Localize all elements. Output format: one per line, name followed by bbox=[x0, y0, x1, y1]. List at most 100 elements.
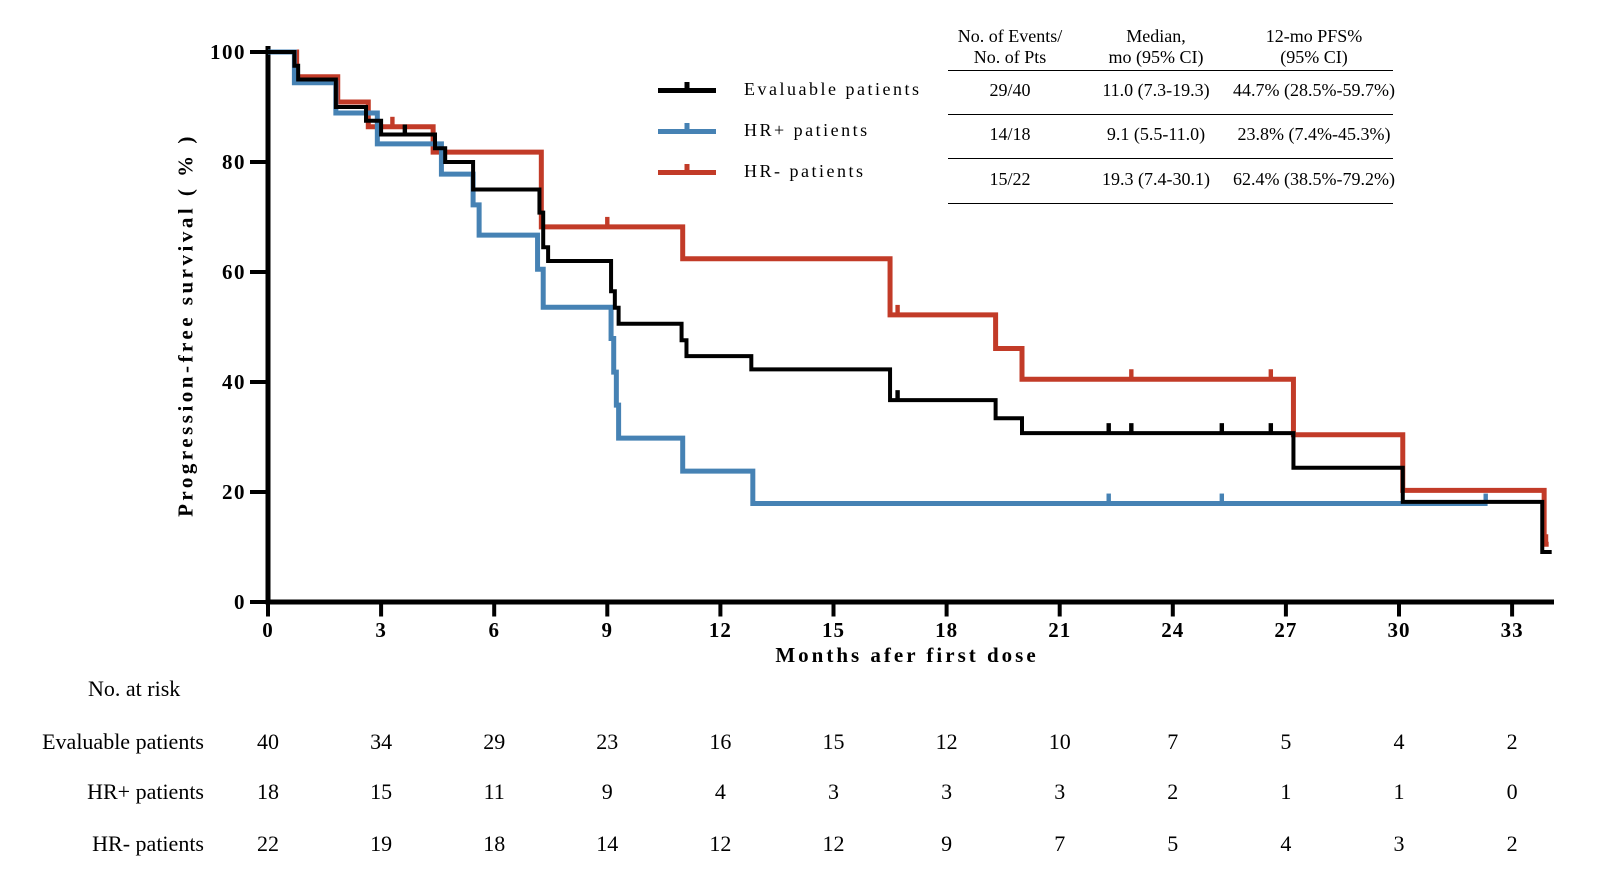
censor-mark bbox=[1219, 423, 1225, 434]
censor-mark bbox=[402, 124, 408, 135]
survival-curve-evaluable-patients bbox=[268, 50, 1552, 554]
at-risk-value: 15 bbox=[822, 729, 845, 754]
at-risk-value: 5 bbox=[1280, 729, 1292, 754]
at-risk-value: 2 bbox=[1506, 831, 1518, 856]
stats-cell: 9.1 (5.5-11.0) bbox=[1106, 124, 1206, 144]
stats-header-events: No. of Events/ No. of Pts bbox=[958, 26, 1062, 68]
at-risk-value: 4 bbox=[1393, 729, 1405, 754]
censor-tick-icon bbox=[684, 164, 690, 174]
at-risk-value: 29 bbox=[483, 729, 506, 754]
at-risk-row-label: HR- patients bbox=[92, 831, 204, 856]
censor-tick-icon bbox=[684, 123, 690, 133]
y-tick-label: 80 bbox=[222, 150, 246, 174]
stats-cell: 14/18 bbox=[989, 124, 1031, 144]
censor-mark bbox=[1483, 493, 1488, 504]
x-tick-label: 6 bbox=[488, 618, 500, 642]
censor-mark bbox=[1106, 423, 1111, 434]
at-risk-row-label: HR+ patients bbox=[87, 779, 204, 804]
legend-line-icon bbox=[658, 123, 716, 134]
at-risk-value: 9 bbox=[601, 779, 613, 804]
stats-header-pfs: 12-mo PFS% (95% CI) bbox=[1266, 26, 1363, 68]
at-risk-value: 12 bbox=[822, 831, 845, 856]
at-risk-value: 16 bbox=[709, 729, 732, 754]
censor-mark bbox=[1129, 423, 1134, 434]
at-risk-value: 15 bbox=[370, 779, 393, 804]
x-tick-label: 27 bbox=[1274, 618, 1298, 642]
at-risk-value: 7 bbox=[1054, 831, 1066, 856]
legend-label-hr-plus: HR+ patients bbox=[744, 120, 870, 140]
x-tick-label: 15 bbox=[822, 618, 845, 642]
censor-mark bbox=[1268, 369, 1274, 380]
censor-mark bbox=[1129, 369, 1134, 380]
censor-mark bbox=[390, 116, 395, 127]
at-risk-value: 4 bbox=[1280, 831, 1292, 856]
survival-curve-hr-patients bbox=[268, 49, 1488, 507]
x-tick-label: 21 bbox=[1048, 618, 1072, 642]
stats-cell: 11.0 (7.3-19.3) bbox=[1102, 80, 1210, 100]
at-risk-value: 22 bbox=[257, 831, 279, 856]
at-risk-value: 23 bbox=[596, 729, 619, 754]
x-tick-label: 12 bbox=[708, 618, 732, 642]
censor-tick-icon bbox=[684, 82, 690, 92]
censor-mark bbox=[1219, 493, 1225, 504]
table-rule bbox=[948, 203, 1393, 204]
at-risk-value: 12 bbox=[709, 831, 732, 856]
at-risk-value: 3 bbox=[1393, 831, 1405, 856]
stats-cell: 23.8% (7.4%-45.3%) bbox=[1237, 124, 1391, 144]
stats-table: No. of Events/ No. of Pts Median, mo (95… bbox=[915, 22, 1410, 212]
survival-curve-hr-patients bbox=[268, 49, 1549, 547]
legend-label-hr-minus: HR- patients bbox=[744, 161, 866, 181]
stats-header-line: 12-mo PFS% bbox=[1265, 26, 1363, 46]
stats-header-line: No. of Events/ bbox=[957, 26, 1063, 46]
stats-cell: 29/40 bbox=[989, 80, 1031, 100]
stats-header-line: (95% CI) bbox=[1280, 47, 1348, 67]
y-tick-label: 60 bbox=[222, 260, 246, 284]
at-risk-value: 2 bbox=[1506, 729, 1518, 754]
at-risk-value: 3 bbox=[828, 779, 839, 804]
stats-cell: 44.7% (28.5%-59.7%) bbox=[1233, 80, 1395, 100]
at-risk-value: 7 bbox=[1167, 729, 1179, 754]
at-risk-value: 3 bbox=[941, 779, 953, 804]
at-risk-value: 11 bbox=[483, 779, 505, 804]
y-tick-label: 40 bbox=[222, 370, 246, 394]
at-risk-value: 0 bbox=[1506, 779, 1518, 804]
at-risk-value: 18 bbox=[257, 779, 279, 804]
at-risk-value: 40 bbox=[257, 729, 279, 754]
censor-mark bbox=[895, 304, 900, 315]
table-rule bbox=[948, 158, 1393, 159]
y-tick-label: 100 bbox=[210, 40, 246, 64]
stats-cell: 62.4% (38.5%-79.2%) bbox=[1233, 169, 1395, 189]
stats-header-median: Median, mo (95% CI) bbox=[1109, 26, 1204, 68]
legend-line-icon bbox=[658, 164, 716, 175]
at-risk-value: 3 bbox=[1054, 779, 1066, 804]
censor-mark bbox=[1106, 493, 1111, 504]
at-risk-value: 4 bbox=[714, 779, 726, 804]
censor-mark bbox=[1543, 534, 1549, 545]
x-tick-label: 0 bbox=[262, 618, 274, 642]
at-risk-value: 10 bbox=[1048, 729, 1071, 754]
at-risk-title: No. at risk bbox=[88, 676, 181, 701]
at-risk-value: 1 bbox=[1280, 779, 1292, 804]
at-risk-value: 12 bbox=[935, 729, 958, 754]
at-risk-value: 1 bbox=[1393, 779, 1405, 804]
censor-mark bbox=[1268, 423, 1274, 434]
y-axis-title: Progression-free survival ( % ) bbox=[173, 133, 198, 517]
table-rule bbox=[948, 114, 1393, 115]
x-tick-label: 18 bbox=[935, 618, 959, 642]
y-tick-label: 20 bbox=[222, 480, 246, 504]
censor-mark bbox=[605, 216, 610, 227]
at-risk-value: 14 bbox=[596, 831, 619, 856]
stats-header-line: No. of Pts bbox=[973, 47, 1047, 67]
censor-mark bbox=[895, 390, 900, 401]
x-tick-label: 24 bbox=[1161, 618, 1185, 642]
stats-cell: 19.3 (7.4-30.1) bbox=[1102, 169, 1210, 189]
at-risk-row-label: Evaluable patients bbox=[42, 729, 204, 754]
at-risk-value: 9 bbox=[941, 831, 953, 856]
at-risk-value: 2 bbox=[1167, 779, 1179, 804]
stats-header-line: Median, bbox=[1126, 26, 1186, 46]
legend-line-icon bbox=[658, 82, 716, 93]
x-tick-label: 30 bbox=[1387, 618, 1411, 642]
x-tick-label: 3 bbox=[375, 618, 387, 642]
